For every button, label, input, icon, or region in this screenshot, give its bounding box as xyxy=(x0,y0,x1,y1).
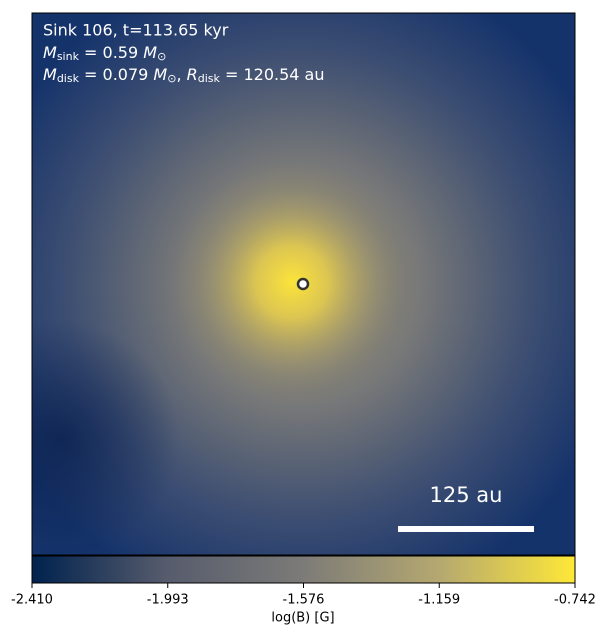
annotation: Msink = 0.59 M⊙ xyxy=(43,43,166,64)
annotation-part: disk xyxy=(198,72,221,85)
colorbar-tick-label: -1.993 xyxy=(147,593,189,608)
annotation-part: = 120.54 au xyxy=(220,65,325,84)
annotation-part: ⊙ xyxy=(157,50,166,63)
annotation-part: = 0.59 xyxy=(79,43,143,62)
annotation-part: R xyxy=(187,65,198,84)
annotation: Mdisk = 0.079 M⊙, Rdisk = 120.54 au xyxy=(43,65,324,86)
colorbar-label: log(B) [G] xyxy=(271,611,334,626)
colorbar xyxy=(31,555,576,584)
annotation-part: M xyxy=(143,43,157,62)
scale-bar-label: 125 au xyxy=(430,483,503,507)
colorbar-tick-label: -1.576 xyxy=(283,593,325,608)
annotation: Sink 106, t=113.65 kyr xyxy=(43,21,229,40)
colorbar-tick-label: -1.159 xyxy=(418,593,460,608)
sink-marker xyxy=(296,277,310,291)
annotation-part: M xyxy=(43,43,57,62)
annotation-part: M xyxy=(43,65,57,84)
annotation-part: , xyxy=(176,65,186,84)
colorbar-tick-label: -2.410 xyxy=(11,593,53,608)
annotation-part: sink xyxy=(57,50,80,63)
annotation-part: disk xyxy=(57,72,80,85)
colorbar-tick-label: -0.742 xyxy=(554,593,596,608)
annotation-part: = 0.079 xyxy=(79,65,153,84)
annotation-part: ⊙ xyxy=(167,72,176,85)
image-frame xyxy=(31,12,576,556)
annotation-part: M xyxy=(153,65,167,84)
